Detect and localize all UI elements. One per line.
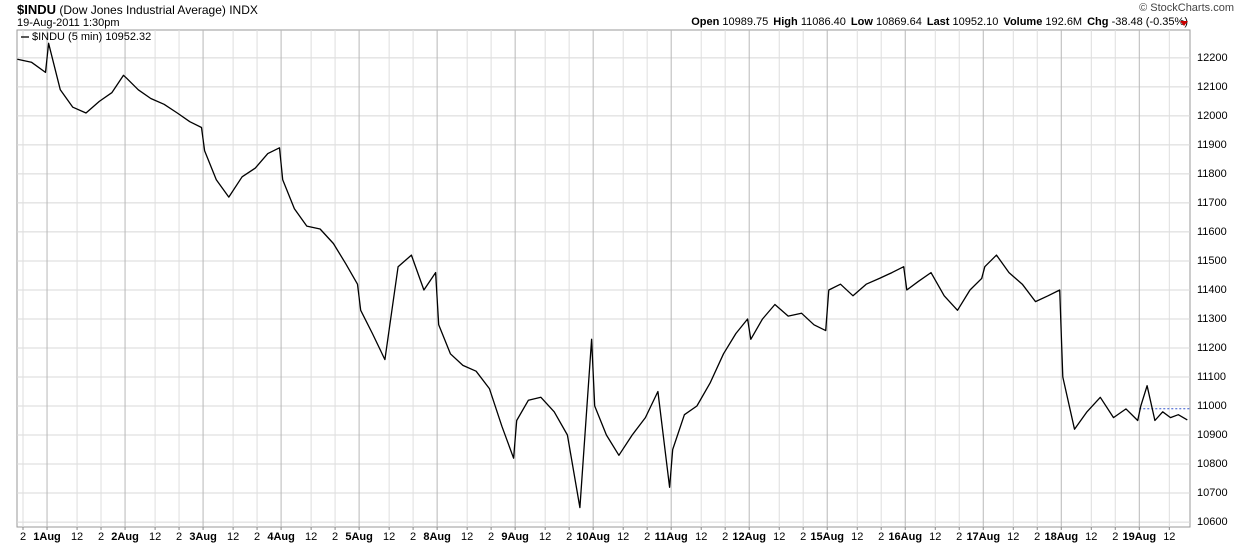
x-tick-label: 2	[644, 531, 650, 543]
x-tick-label: 12	[1163, 531, 1175, 543]
x-tick-label: 2	[98, 531, 104, 543]
x-tick-label: 2	[566, 531, 572, 543]
y-tick-label: 10700	[1197, 487, 1228, 499]
stat-value: 10869.64	[875, 16, 922, 28]
x-tick-label: 12	[851, 531, 863, 543]
x-tick-label: 2	[878, 531, 884, 543]
x-tick-label: 12	[539, 531, 551, 543]
x-tick-label: 2	[956, 531, 962, 543]
y-tick-label: 11200	[1197, 342, 1227, 354]
stat-value: 11086.40	[800, 16, 846, 28]
x-tick-label: 12	[71, 531, 83, 543]
y-tick-label: 11100	[1197, 371, 1226, 383]
x-tick-label: 12	[617, 531, 629, 543]
y-tick-label: 11000	[1197, 400, 1227, 412]
x-tick-label: 2	[332, 531, 338, 543]
x-tick-label: 12	[773, 531, 785, 543]
x-tick-label: 12	[1007, 531, 1019, 543]
symbol-name: (Dow Jones Industrial Average) INDX	[59, 3, 258, 17]
x-tick-label: 15Aug	[810, 531, 844, 543]
x-tick-label: 11Aug	[655, 531, 688, 543]
y-tick-label: 11300	[1197, 313, 1227, 325]
stat-value: -38.48 (-0.35%)	[1111, 16, 1188, 28]
y-tick-label: 10900	[1197, 429, 1228, 441]
x-tick-label: 12	[695, 531, 707, 543]
stat-value: 10989.75	[722, 16, 769, 28]
y-tick-label: 11900	[1197, 139, 1227, 151]
x-tick-label: 4Aug	[267, 531, 295, 543]
x-tick-label: 1Aug	[33, 531, 61, 543]
x-tick-label: 12Aug	[732, 531, 766, 543]
grid	[17, 30, 1190, 527]
x-tick-label: 18Aug	[1044, 531, 1078, 543]
symbol-header: $INDU (Dow Jones Industrial Average) IND…	[17, 2, 258, 17]
y-tick-label: 12000	[1197, 110, 1228, 122]
y-tick-label: 12200	[1197, 52, 1228, 64]
symbol: $INDU	[17, 2, 57, 17]
stat-value: 192.6M	[1045, 16, 1083, 28]
x-tick-label: 5Aug	[345, 531, 373, 543]
x-tick-label: 12	[383, 531, 395, 543]
x-tick-label: 12	[929, 531, 941, 543]
stat-label: Open	[691, 16, 720, 28]
x-tick-label: 17Aug	[966, 531, 1000, 543]
datetime: 19-Aug-2011 1:30pm	[17, 17, 120, 29]
x-tick-label: 12	[227, 531, 239, 543]
legend-label: $INDU (5 min) 10952.32	[32, 31, 151, 43]
stat-label: Low	[850, 16, 873, 28]
x-tick-label: 12	[305, 531, 317, 543]
x-tick-label: 12	[1085, 531, 1097, 543]
x-tick-label: 2	[1112, 531, 1118, 543]
x-tick-label: 3Aug	[189, 531, 217, 543]
plot-frame	[16, 29, 1191, 528]
change-arrow	[1180, 21, 1188, 26]
x-tick-label: 12	[149, 531, 161, 543]
x-tick-label: 2	[488, 531, 494, 543]
credit: © StockCharts.com	[1139, 2, 1234, 14]
x-tick-label: 2	[722, 531, 728, 543]
y-tick-label: 10800	[1197, 458, 1228, 470]
x-tick-label: 8Aug	[423, 531, 451, 543]
x-tick-label: 2	[410, 531, 416, 543]
y-tick-label: 12100	[1197, 81, 1228, 93]
y-tick-label: 11600	[1197, 226, 1227, 238]
x-tick-label: 19Aug	[1122, 531, 1156, 543]
stat-label: Volume	[1003, 16, 1043, 28]
x-tick-label: 2	[176, 531, 182, 543]
x-tick-label: 2	[1034, 531, 1040, 543]
stat-label: Chg	[1087, 16, 1109, 28]
price-line	[17, 42, 1188, 509]
x-tick-label: 10Aug	[576, 531, 610, 543]
x-tick-label: 12	[461, 531, 473, 543]
x-tick-label: 2	[254, 531, 260, 543]
y-tick-label: 11800	[1197, 168, 1227, 180]
stat-label: High	[773, 16, 798, 28]
y-tick-label: 10600	[1197, 516, 1228, 528]
y-tick-label: 11400	[1197, 284, 1227, 296]
stats: Open 10989.75 High 11086.40 Low 10869.64 La…	[686, 16, 1188, 28]
x-tick-label: 9Aug	[501, 531, 529, 543]
stat-label: Last	[926, 16, 950, 28]
x-tick-label: 16Aug	[888, 531, 922, 543]
x-tick-label: 2Aug	[111, 531, 139, 543]
y-tick-label: 11700	[1197, 197, 1227, 209]
x-tick-label: 2	[800, 531, 806, 543]
y-tick-label: 11500	[1197, 255, 1227, 267]
x-tick-label: 2	[20, 531, 26, 543]
stat-value: 10952.10	[952, 16, 999, 28]
